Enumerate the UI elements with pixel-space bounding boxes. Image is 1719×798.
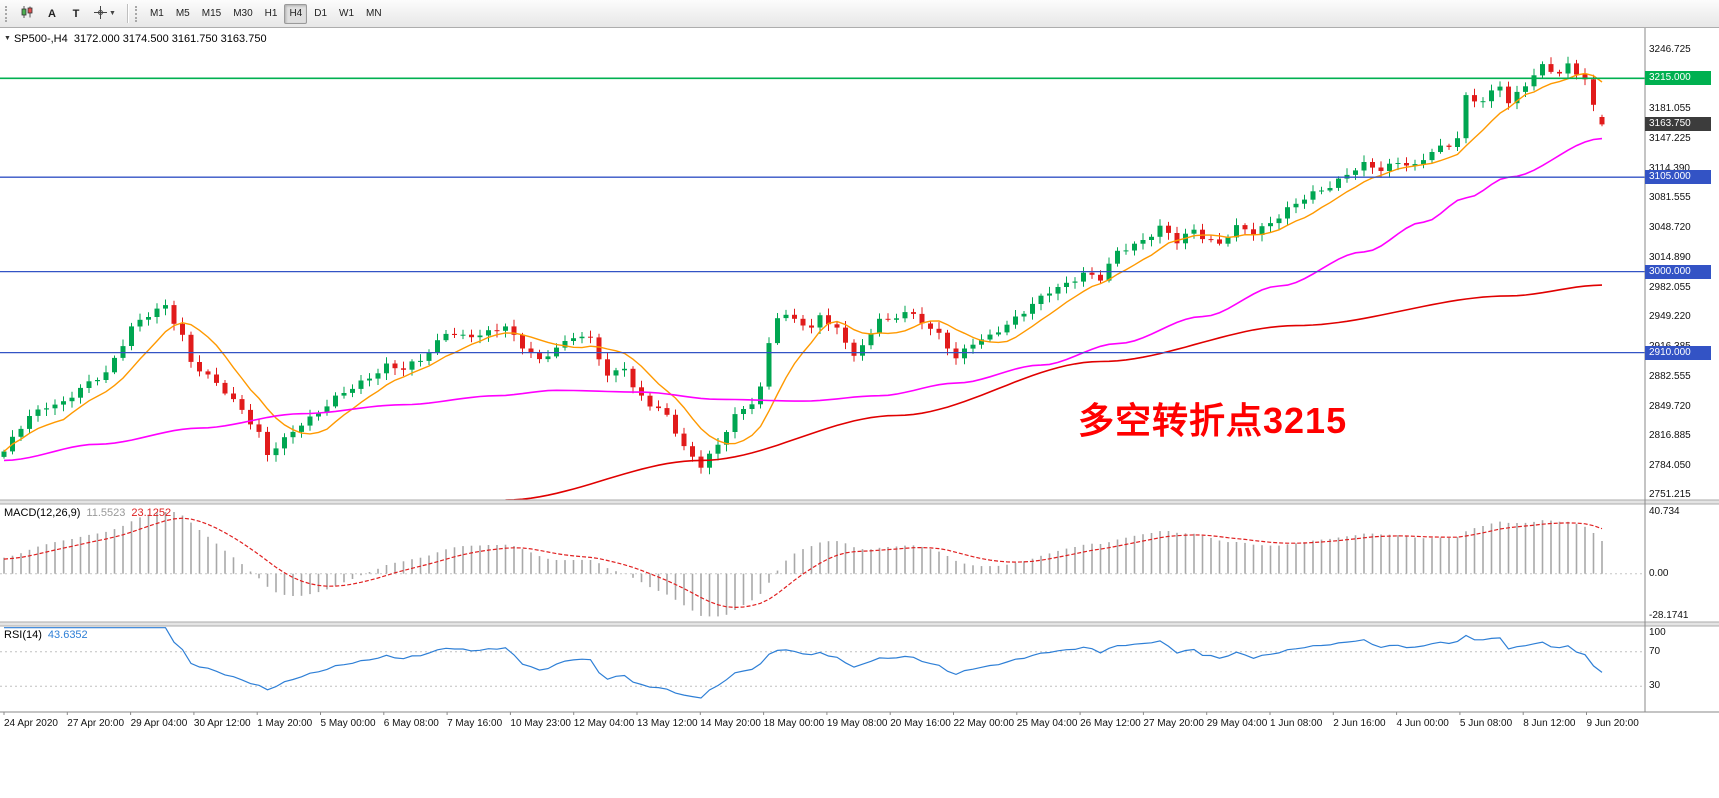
timeframe-button-group: M1 M5 M15 M30 H1 H4 D1 W1 MN: [144, 3, 388, 24]
time-axis-label: 29 May 04:00: [1206, 718, 1268, 729]
chart-menu-icon: ▼: [4, 35, 11, 42]
ma-slow-line: [505, 284, 1603, 501]
text-label-tool-button[interactable]: T: [65, 4, 87, 24]
time-axis-label: 1 Jun 08:00: [1270, 718, 1323, 729]
time-axis-label: 2 Jun 16:00: [1333, 718, 1386, 729]
price-axis-badge: 3215.000: [1645, 71, 1711, 86]
rsi-line: [4, 627, 1603, 699]
time-axis-label: 27 May 20:00: [1143, 718, 1204, 729]
toolbar-separator: [126, 4, 128, 23]
macd-name: MACD(12,26,9): [4, 507, 81, 519]
time-axis-label: 14 May 20:00: [700, 718, 761, 729]
price-axis-label: 2849.720: [1649, 400, 1691, 412]
macd-signal-line: [3, 517, 1603, 609]
timeframe-button-m1[interactable]: M1: [145, 4, 169, 24]
macd-signal-value: 23.1252: [131, 507, 172, 519]
price-axis-label: 3246.725: [1649, 43, 1691, 55]
chart-text-annotation[interactable]: 多空转折点3215: [1078, 400, 1348, 441]
macd-axis-label: 40.734: [1649, 506, 1680, 517]
rsi-name: RSI(14): [4, 629, 42, 641]
horizontal-level-lines[interactable]: [0, 77, 1645, 354]
time-axis-label: 27 Apr 20:00: [67, 718, 125, 729]
time-axis-label: 29 Apr 04:00: [130, 718, 188, 729]
price-axis-label: 2751.215: [1649, 489, 1691, 501]
macd-main-value: 11.5523: [86, 507, 126, 519]
ma-medium-line: [3, 137, 1603, 462]
chart-symbol-period: SP500-,H4: [13, 33, 68, 45]
price-axis-label: 2982.055: [1649, 281, 1691, 293]
price-axis-label: 3014.890: [1649, 252, 1691, 264]
time-axis-label: 6 May 08:00: [383, 718, 439, 729]
price-axis-label: 3114.390: [1649, 162, 1690, 174]
price-axis-label: 2882.555: [1649, 371, 1691, 383]
rsi-axis-label: 30: [1649, 680, 1661, 692]
timeframe-button-d1[interactable]: D1: [309, 4, 332, 24]
macd-axis-label: 0.00: [1649, 567, 1669, 579]
candlesticks: [1, 56, 1605, 475]
rsi-value: 43.6352: [47, 629, 88, 641]
time-axis-label: 13 May 12:00: [637, 718, 698, 729]
time-axis-label: 24 Apr 2020: [4, 718, 58, 729]
timeframe-button-m30[interactable]: M30: [228, 4, 257, 24]
price-axis-badge: 2910.000: [1645, 345, 1711, 360]
time-axis-label: 12 May 04:00: [573, 718, 635, 729]
rsi-indicator-label: RSI(14) 43.6352: [4, 629, 88, 641]
time-axis-label: 1 May 20:00: [257, 718, 313, 729]
price-axis-label: 2949.220: [1649, 311, 1691, 323]
timeframe-button-w1[interactable]: W1: [334, 4, 359, 24]
chart-type-icon-button[interactable]: [15, 4, 39, 24]
timeframe-button-m5[interactable]: M5: [171, 4, 195, 24]
time-axis-label: 8 Jun 12:00: [1523, 718, 1576, 729]
toolbar-grip-2[interactable]: [134, 5, 139, 22]
timeframe-button-m15[interactable]: M15: [197, 4, 226, 24]
time-axis-label: 7 May 16:00: [447, 718, 503, 729]
price-axis-label: 2816.885: [1649, 430, 1691, 442]
price-axis-badge: 3105.000: [1645, 170, 1711, 185]
time-axis-label: 4 Jun 00:00: [1396, 718, 1449, 729]
crosshair-tool-button[interactable]: ▼: [89, 4, 121, 24]
time-axis-label: 25 May 04:00: [1016, 718, 1078, 729]
text-tool-button[interactable]: A: [41, 4, 63, 24]
time-axis-label: 10 May 23:00: [510, 718, 571, 729]
macd-indicator-label: MACD(12,26,9) 11.5523 23.1252: [4, 507, 171, 519]
time-axis-label: 5 Jun 08:00: [1459, 718, 1513, 729]
crosshair-icon: [94, 5, 107, 22]
time-axis-label: 5 May 00:00: [320, 718, 376, 729]
time-axis-label: 19 May 08:00: [826, 718, 888, 729]
chart-ohlc-values: 3172.000 3174.500 3161.750 3163.750: [73, 33, 267, 45]
time-axis-label: 20 May 16:00: [890, 718, 951, 729]
candlestick-chart-icon: [20, 5, 34, 22]
timeframe-button-mn[interactable]: MN: [361, 4, 387, 24]
price-axis-label: 3181.055: [1649, 102, 1691, 114]
timeframe-button-h4[interactable]: H4: [284, 3, 308, 24]
time-axis-label: 26 May 12:00: [1080, 718, 1141, 729]
price-axis-label: 3081.555: [1649, 192, 1691, 204]
price-axis-badge: 3163.750: [1645, 117, 1711, 132]
chart-title: ▼ SP500-,H4 3172.000 3174.500 3161.750 31…: [4, 33, 267, 45]
time-axis-label: 22 May 00:00: [953, 718, 1015, 729]
price-axis-badge: 3000.000: [1645, 264, 1711, 279]
time-axis-label: 18 May 00:00: [763, 718, 825, 729]
time-axis-label: 9 Jun 20:00: [1586, 718, 1639, 729]
ma-fast-line: [3, 72, 1603, 453]
timeframe-button-h1[interactable]: H1: [260, 4, 283, 24]
macd-histogram: [3, 512, 1603, 617]
rsi-axis-label: 70: [1649, 645, 1661, 657]
price-axis-label: 3147.225: [1649, 133, 1691, 145]
price-axis-label: 3048.720: [1649, 221, 1691, 233]
time-axis-label: 30 Apr 12:00: [193, 718, 251, 729]
macd-axis-label: -28.1741: [1649, 610, 1689, 622]
toolbar-grip[interactable]: [5, 5, 9, 22]
price-axis-label: 2784.050: [1649, 459, 1691, 471]
toolbar: A T ▼ M1 M5 M15 M30 H1 H4 D1 W1 MN: [0, 0, 1719, 28]
rsi-axis-label: 100: [1649, 627, 1666, 638]
chevron-down-icon: ▼: [109, 10, 116, 17]
